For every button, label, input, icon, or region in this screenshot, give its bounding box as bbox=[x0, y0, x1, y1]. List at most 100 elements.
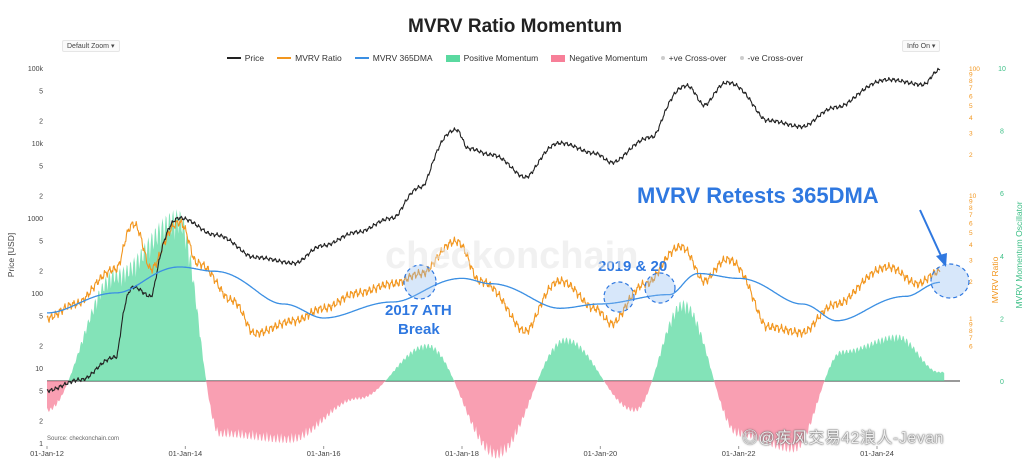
mvrv-ratio-line bbox=[46, 218, 941, 338]
zoom-dropdown[interactable]: Default Zoom ▾ bbox=[62, 40, 120, 52]
y-right-mvrv-tick-label: 3 bbox=[969, 257, 973, 264]
y-right-mvrv-tick-label: 2 bbox=[969, 279, 973, 286]
y-right-mvrv-tick-label: 6 bbox=[969, 343, 973, 350]
y-left-tick-label: 2 bbox=[39, 268, 43, 275]
y-left-tick-label: 2 bbox=[39, 343, 43, 350]
y-left-tick-label: 2 bbox=[39, 118, 43, 125]
mvrv-swatch bbox=[277, 57, 292, 59]
y-left-tick-label: 2 bbox=[39, 193, 43, 200]
y-left-tick-label: 1 bbox=[39, 441, 43, 448]
y-left-tick-label: 100 bbox=[31, 291, 43, 298]
negative-momentum-area bbox=[47, 381, 945, 459]
y-right-mvrv-tick-label: 8 bbox=[969, 78, 973, 85]
legend-label: MVRV 365DMA bbox=[372, 53, 433, 63]
y-right-mvrv-tick-label: 7 bbox=[969, 335, 973, 342]
overlay-watermark: ◎@疾风交易42浪人-Jevan bbox=[742, 430, 945, 447]
highlight-circle bbox=[403, 264, 437, 300]
zoom-label: Default Zoom bbox=[67, 43, 110, 50]
annotation-arrow-shaft bbox=[919, 209, 943, 259]
x-tick-label: 01-Jan-14 bbox=[168, 449, 202, 458]
y-right-mvrv-tick-label: 2 bbox=[969, 152, 973, 159]
pos-cross-swatch bbox=[660, 56, 665, 60]
y-right-mvrv-tick-label: 100 bbox=[969, 66, 980, 73]
y-right-mvrv-tick-label: 7 bbox=[969, 85, 973, 92]
chart-watermark: checkonchain bbox=[385, 235, 638, 277]
highlight-circle bbox=[930, 263, 970, 299]
legend-item-pos-cross[interactable]: +ve Cross-over bbox=[660, 53, 727, 63]
y-right-mvrv-tick-label: 5 bbox=[969, 103, 973, 110]
y-right-mvrv-tick-label: 9 bbox=[969, 322, 973, 329]
mvrv-365dma-line bbox=[47, 266, 940, 322]
info-dropdown[interactable]: Info On ▾ bbox=[902, 40, 941, 52]
y-right-mvrv-tick-label: 6 bbox=[969, 220, 973, 227]
negative-swatch bbox=[551, 54, 566, 62]
x-tick-label: 01-Jan-24 bbox=[860, 449, 894, 458]
y-left-tick-label: 5 bbox=[39, 164, 43, 171]
legend-item-neg-cross[interactable]: -ve Cross-over bbox=[739, 53, 804, 63]
dma-swatch bbox=[354, 57, 369, 59]
y-right-mvrv-tick-label: 4 bbox=[969, 242, 973, 249]
x-tick-label: 01-Jan-20 bbox=[583, 449, 617, 458]
positive-momentum-area bbox=[47, 209, 945, 381]
highlight-circle bbox=[644, 272, 676, 304]
positive-swatch bbox=[445, 54, 460, 62]
y-left-tick-label: 5 bbox=[39, 389, 43, 396]
y-right-oscillator-tick-label: 6 bbox=[1000, 191, 1004, 198]
y-left-tick-label: 10 bbox=[35, 366, 43, 373]
x-tick-label: 01-Jan-18 bbox=[445, 449, 479, 458]
legend: Price MVRV Ratio MVRV 365DMA Positive Mo… bbox=[0, 53, 1030, 63]
legend-label: Positive Momentum bbox=[463, 53, 539, 63]
y-right-mvrv-tick-label: 4 bbox=[969, 115, 973, 122]
y-right-mvrv-tick-label: 9 bbox=[969, 72, 973, 79]
y-right-mvrv-tick-label: 8 bbox=[969, 328, 973, 335]
price-line bbox=[46, 67, 941, 394]
legend-label: +ve Cross-over bbox=[668, 53, 727, 63]
annotation-arrow-head bbox=[936, 253, 947, 267]
annotation-mvrv-retests: MVRV Retests 365DMA bbox=[637, 183, 879, 208]
y-left-axis-label: Price [USD] bbox=[6, 233, 16, 277]
legend-label: -ve Cross-over bbox=[747, 53, 804, 63]
y-right-mvrv-tick-label: 9 bbox=[969, 199, 973, 206]
legend-label: Negative Momentum bbox=[569, 53, 648, 63]
annotation-2017-ath: 2017 ATH bbox=[385, 302, 452, 319]
legend-item-negative[interactable]: Negative Momentum bbox=[551, 53, 648, 63]
y-right-mvrv-tick-label: 6 bbox=[969, 93, 973, 100]
x-tick-label: 01-Jan-22 bbox=[722, 449, 756, 458]
y-right-mvrv-tick-label: 1 bbox=[969, 316, 973, 323]
chart-title: MVRV Ratio Momentum bbox=[408, 16, 622, 37]
legend-item-dma[interactable]: MVRV 365DMA bbox=[354, 53, 433, 63]
legend-label: Price bbox=[244, 53, 265, 63]
y-right-oscillator-axis-label: MVRV Momentum Oscillator bbox=[1014, 201, 1024, 308]
y-right-mvrv-tick-label: 7 bbox=[969, 212, 973, 219]
y-right-mvrv-axis-label: MVRV Ratio bbox=[990, 256, 1000, 303]
legend-item-mvrv[interactable]: MVRV Ratio bbox=[277, 53, 342, 63]
x-tick-label: 01-Jan-16 bbox=[307, 449, 341, 458]
y-right-oscillator-tick-label: 4 bbox=[1000, 254, 1004, 261]
legend-item-price[interactable]: Price bbox=[226, 53, 265, 63]
y-right-mvrv-tick-label: 8 bbox=[969, 205, 973, 212]
y-left-tick-label: 1000 bbox=[27, 216, 43, 223]
y-right-oscillator-tick-label: 8 bbox=[1000, 129, 1004, 136]
y-right-oscillator-tick-label: 2 bbox=[1000, 316, 1004, 323]
x-tick-label: 01-Jan-12 bbox=[30, 449, 64, 458]
y-right-mvrv-tick-label: 3 bbox=[969, 130, 973, 137]
annotation-2019-20: 2019 & 20 bbox=[598, 258, 667, 275]
y-left-tick-label: 2 bbox=[39, 418, 43, 425]
legend-label: MVRV Ratio bbox=[295, 53, 342, 63]
legend-item-positive[interactable]: Positive Momentum bbox=[445, 53, 539, 63]
y-left-tick-label: 5 bbox=[39, 314, 43, 321]
y-right-mvrv-tick-label: 5 bbox=[969, 230, 973, 237]
price-swatch bbox=[226, 57, 241, 59]
info-label: Info On bbox=[907, 43, 930, 50]
y-right-oscillator-tick-label: 10 bbox=[998, 66, 1006, 73]
annotation-break: Break bbox=[398, 321, 440, 338]
y-left-tick-label: 5 bbox=[39, 239, 43, 246]
highlight-circle bbox=[603, 281, 635, 313]
y-left-tick-label: 10k bbox=[32, 141, 44, 148]
y-right-mvrv-tick-label: 10 bbox=[969, 193, 977, 200]
y-left-tick-label: 5 bbox=[39, 89, 43, 96]
y-right-oscillator-tick-label: 0 bbox=[1000, 379, 1004, 386]
y-left-tick-label: 100k bbox=[28, 66, 44, 73]
source-note: Source: checkonchain.com bbox=[47, 436, 120, 442]
